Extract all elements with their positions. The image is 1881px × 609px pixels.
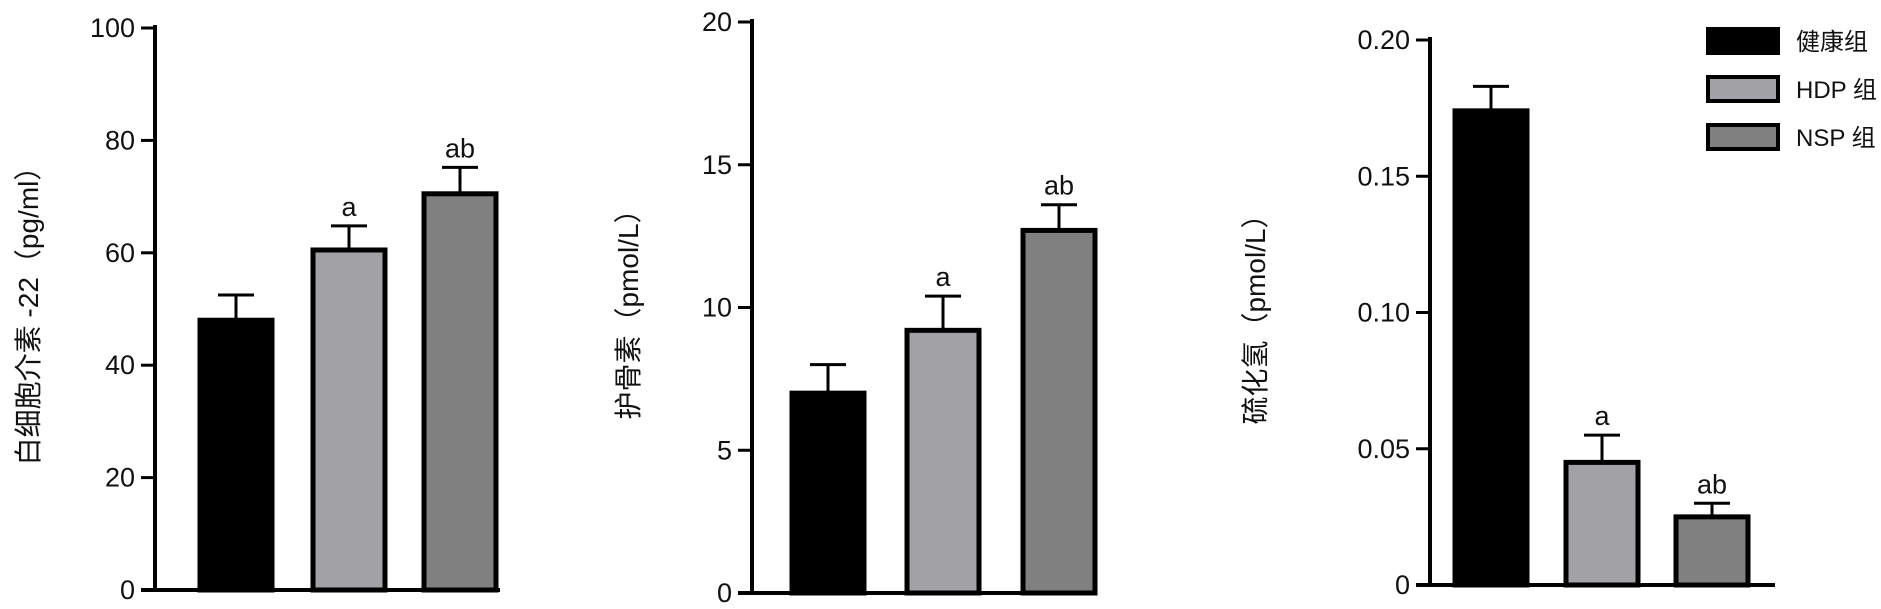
bar [310,247,388,593]
chart-panel-1: 0 20 40 60 80 100 白细胞介素 -22（pg/ml） a ab [13,13,500,605]
legend-label: HDP 组 [1796,77,1877,104]
bar [1020,227,1098,596]
y-tick-label: 0.10 [1357,298,1410,328]
y-tick-label: 0 [120,575,135,605]
y-tick-label: 0 [717,578,732,608]
y-axis-title: 硫化氢（pmol/L） [1240,200,1271,424]
bar [904,327,982,596]
bar [197,317,275,593]
significance-label: a [341,192,357,222]
legend-swatch [1706,123,1780,151]
y-axis-title: 白细胞介素 -22（pg/ml） [13,153,44,466]
legend-swatch [1706,27,1780,55]
y-tick-label: 0 [1395,570,1410,600]
y-tick-label: 0.20 [1357,25,1410,55]
bar [421,191,499,593]
y-tick-label: 40 [105,350,135,380]
legend: 健康组 HDP 组 NSP 组 [1706,27,1877,152]
chart-panel-2: 0 5 10 15 20 护骨素（pmol/L） a ab [613,7,1098,608]
bar [1452,108,1530,588]
y-tick-label: 5 [717,435,732,465]
bar [1563,459,1641,588]
significance-label: ab [1697,469,1727,499]
y-tick-label: 20 [702,7,732,37]
y-tick-label: 0.15 [1357,161,1410,191]
significance-label: a [935,262,951,292]
significance-label: ab [445,133,475,163]
y-tick-label: 20 [105,463,135,493]
y-tick-label: 0.05 [1357,434,1410,464]
y-tick-label: 100 [90,13,135,43]
legend-swatch [1706,75,1780,103]
legend-label: NSP 组 [1796,125,1876,152]
y-tick-label: 15 [702,150,732,180]
y-tick-label: 10 [702,293,732,323]
significance-label: ab [1044,171,1074,201]
y-axis-title: 护骨素（pmol/L） [613,195,644,419]
legend-label: 健康组 [1796,29,1868,56]
bar [789,390,867,596]
chart-panel-3: 0 0.05 0.10 0.15 0.20 硫化氢（pmol/L） a ab [1240,25,1775,600]
y-tick-label: 80 [105,125,135,155]
bar [1673,514,1751,588]
significance-label: a [1594,401,1610,431]
y-tick-label: 60 [105,238,135,268]
